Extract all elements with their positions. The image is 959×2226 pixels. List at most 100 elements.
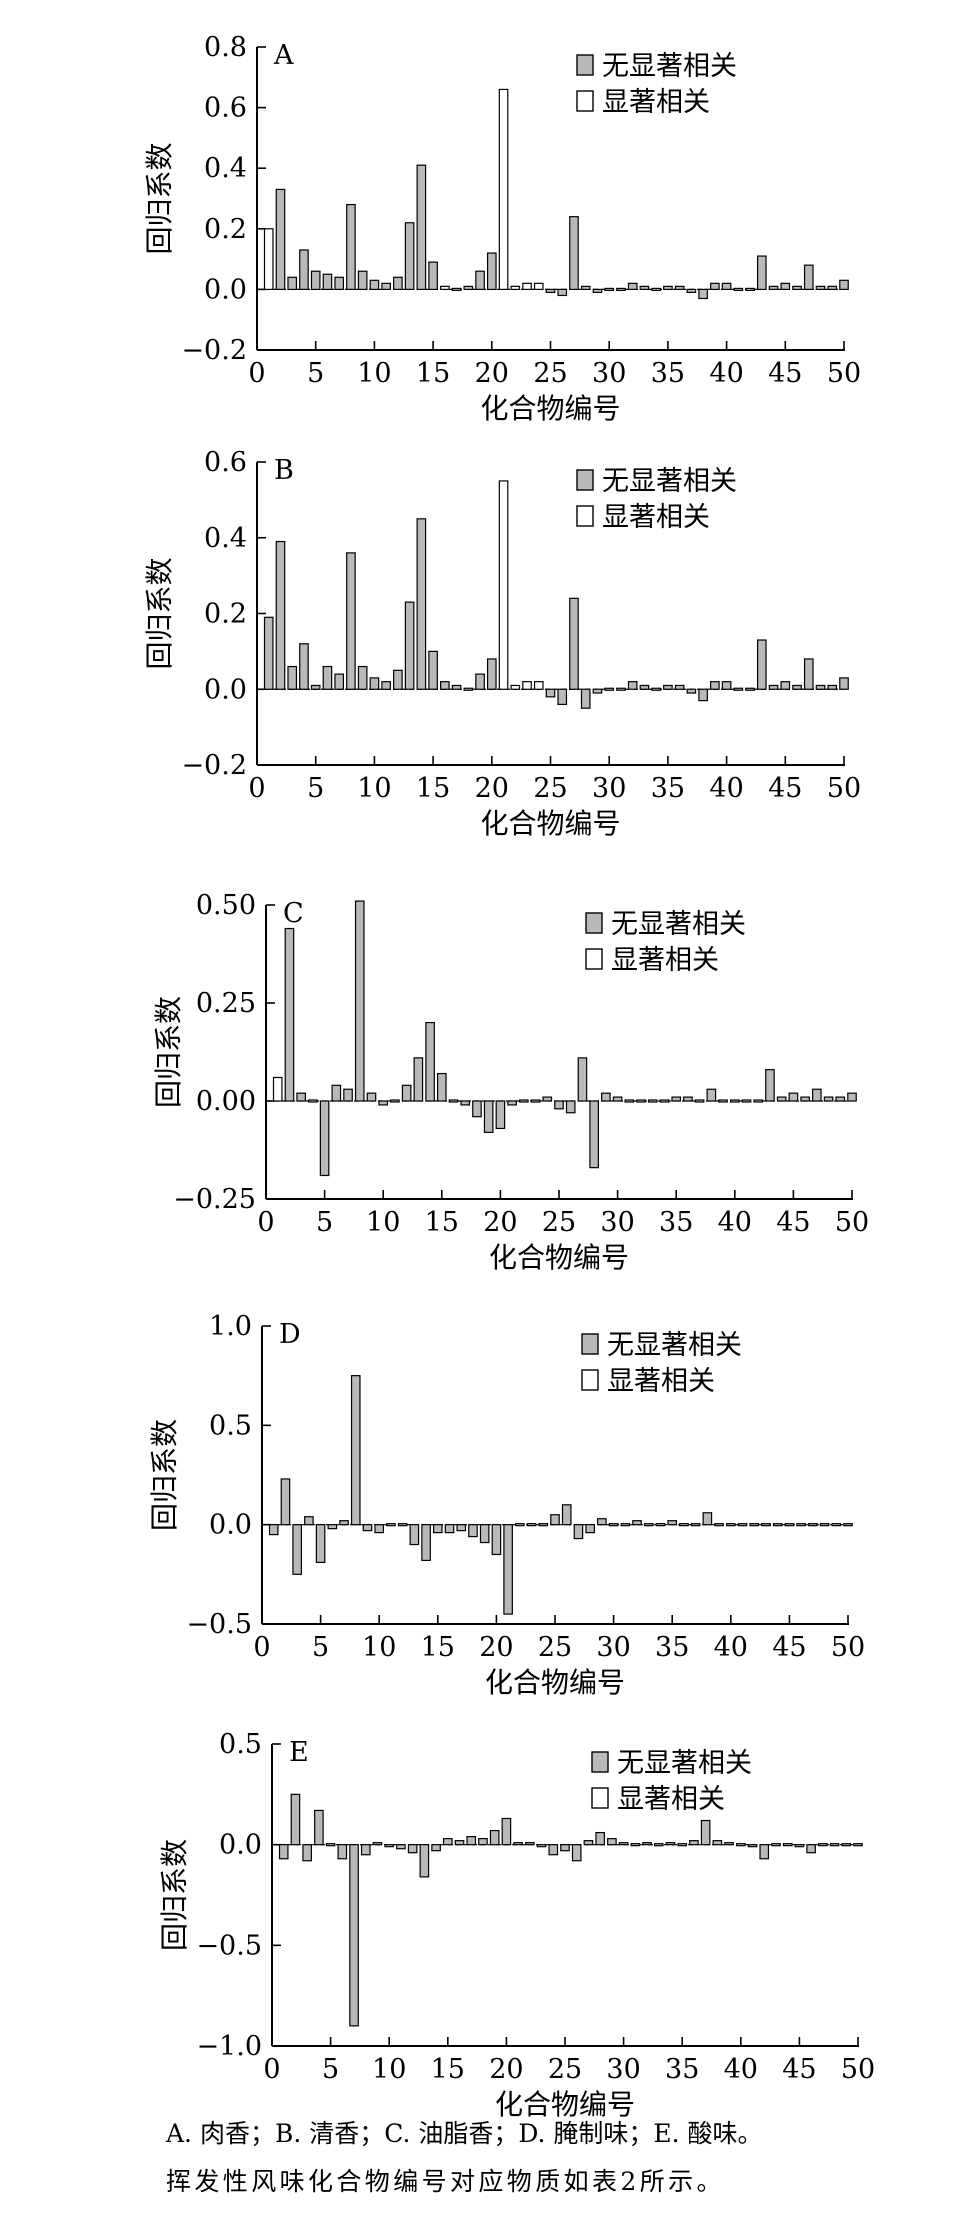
bar-not-significant: [299, 249, 309, 290]
y-tick-label: 0.2: [204, 599, 247, 630]
bar-not-significant: [827, 285, 838, 290]
x-tick-label: 50: [831, 1632, 865, 1663]
x-tick-label: 35: [665, 2054, 699, 2085]
legend-label-not-significant: 无显著相关: [602, 51, 737, 82]
bar-not-significant: [322, 665, 333, 690]
bar-not-significant: [432, 1524, 443, 1534]
bar-not-significant: [536, 1844, 547, 1848]
bar-not-significant: [780, 282, 791, 290]
panel-label: B: [274, 455, 294, 486]
figure-caption-note: 挥发性风味化合物编号对应物质如表2所示。: [166, 2167, 725, 2196]
x-tick-label: 30: [600, 1207, 634, 1238]
y-axis-title: 回归系数: [152, 996, 185, 1108]
y-tick-label: 0.0: [209, 1510, 252, 1541]
bar-not-significant: [440, 681, 450, 690]
x-axis-title: 化合物编号: [480, 392, 620, 425]
bar-not-significant: [624, 1099, 635, 1103]
x-tick-label: 15: [416, 773, 450, 804]
bar-not-significant: [451, 684, 462, 690]
x-tick-label: 15: [431, 2054, 465, 2085]
bar-not-significant: [530, 1099, 541, 1103]
bar-not-significant: [577, 1057, 588, 1102]
bar-not-significant: [284, 927, 295, 1102]
bar-not-significant: [334, 673, 345, 690]
x-tick-label: 35: [651, 773, 685, 804]
legend-swatch-significant: [576, 505, 594, 527]
panel-label: A: [273, 40, 294, 71]
bar-not-significant: [346, 203, 356, 290]
bar-not-significant: [639, 285, 650, 290]
bar-not-significant: [416, 518, 427, 690]
bar-not-significant: [698, 288, 708, 300]
bar-not-significant: [632, 1520, 642, 1526]
x-tick-label: 40: [724, 2054, 758, 2085]
bar-not-significant: [818, 1843, 828, 1847]
bar-not-significant: [561, 1504, 572, 1526]
bar-not-significant: [819, 1523, 830, 1527]
bar-not-significant: [460, 1100, 471, 1106]
bar-not-significant: [495, 1100, 506, 1130]
bar-not-significant: [310, 270, 321, 291]
bar-significant: [533, 681, 544, 690]
bar-not-significant: [796, 1523, 806, 1527]
bar-not-significant: [396, 1844, 406, 1850]
x-tick-label: 0: [257, 1207, 274, 1238]
bar-not-significant: [513, 1842, 523, 1846]
x-tick-label: 30: [592, 773, 626, 804]
x-tick-label: 15: [416, 358, 450, 389]
bar-not-significant: [381, 681, 391, 690]
bar-not-significant: [507, 1100, 517, 1106]
bar-not-significant: [308, 1099, 318, 1103]
bar-not-significant: [580, 285, 591, 290]
bar-not-significant: [776, 1096, 787, 1102]
y-tick-label: −0.2: [181, 750, 247, 781]
bar-not-significant: [592, 688, 603, 694]
bar-not-significant: [589, 1100, 599, 1169]
x-tick-label: 15: [425, 1207, 459, 1238]
bar-not-significant: [714, 1523, 724, 1527]
bar-not-significant: [671, 1096, 682, 1102]
bar-not-significant: [483, 1100, 494, 1133]
y-tick-label: −0.5: [186, 1609, 252, 1640]
bar-not-significant: [702, 1512, 713, 1526]
bar-not-significant: [448, 1099, 459, 1103]
bar-not-significant: [627, 681, 638, 690]
bar-not-significant: [737, 1523, 748, 1527]
legend-label-significant: 显著相关: [602, 87, 710, 118]
bar-not-significant: [663, 684, 673, 690]
bar-not-significant: [478, 1838, 488, 1846]
legend-label-not-significant: 无显著相关: [611, 909, 746, 940]
bar-not-significant: [592, 288, 603, 294]
bar-not-significant: [601, 1092, 611, 1102]
bar-not-significant: [756, 639, 767, 690]
bar-not-significant: [747, 1844, 758, 1848]
y-tick-label: 0.5: [219, 1729, 262, 1760]
bar-not-significant: [794, 1844, 805, 1848]
bar-not-significant: [607, 1838, 617, 1846]
panel-label: E: [289, 1737, 309, 1768]
bar-not-significant: [501, 1817, 512, 1846]
x-tick-label: 30: [606, 2054, 640, 2085]
legend-swatch-significant: [591, 1787, 609, 1809]
bar-not-significant: [466, 1836, 477, 1846]
bar-not-significant: [690, 1523, 701, 1527]
x-axis-title: 化合物编号: [485, 1666, 625, 1699]
bar-not-significant: [841, 1843, 852, 1847]
legend-swatch-not-significant: [591, 1751, 609, 1773]
legend-swatch-significant: [576, 90, 594, 112]
bar-not-significant: [620, 1523, 631, 1527]
bar-not-significant: [642, 1842, 652, 1846]
legend-swatch-significant: [581, 1369, 599, 1391]
y-tick-label: −0.25: [173, 1184, 256, 1215]
bar-not-significant: [416, 164, 427, 291]
x-tick-label: 10: [362, 1632, 396, 1663]
bar-not-significant: [343, 1088, 353, 1102]
bar-not-significant: [706, 1088, 717, 1102]
bar-not-significant: [565, 1100, 576, 1114]
x-tick-label: 45: [768, 358, 802, 389]
bar-not-significant: [674, 285, 685, 290]
bar-not-significant: [771, 1843, 781, 1847]
x-axis-title: 化合物编号: [480, 807, 620, 840]
chart-panel-c: −0.25 0.00 0.25 0.50 0 5 10 15 20 25 30 35 40 45 50 C 回归…: [152, 890, 869, 1274]
bar-not-significant: [489, 1829, 500, 1846]
